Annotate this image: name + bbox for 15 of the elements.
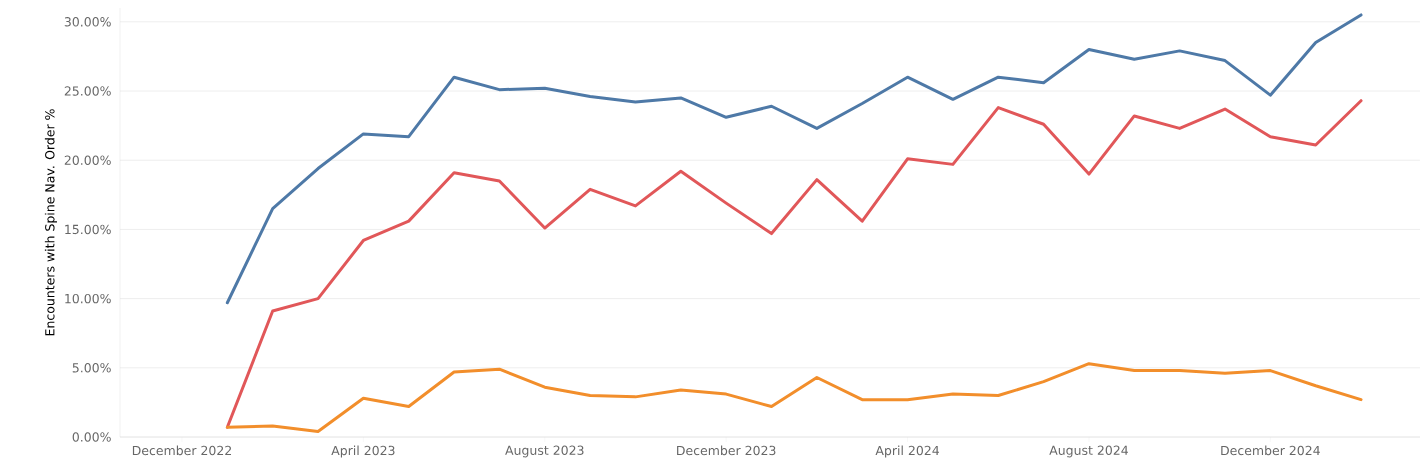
x-tick-label: December 2023 [677, 445, 776, 456]
y-tick-label: 20.00% [64, 155, 111, 165]
x-tick-label: December 2022 [132, 445, 231, 456]
y-tick-label: 25.00% [64, 86, 111, 96]
y-tick-label: 30.00% [64, 17, 111, 27]
y-tick-label: 0.00% [72, 432, 111, 442]
y-tick-label: 5.00% [72, 363, 111, 373]
x-tick-label: April 2024 [875, 445, 940, 458]
y-axis-title: Encounters with Spine Nav. Order % [44, 109, 57, 336]
x-tick-label: December 2024 [1221, 445, 1320, 456]
y-tick-label: 15.00% [65, 224, 111, 235]
y-tick-label: 10.00% [65, 293, 111, 304]
x-tick-label: August 2023 [505, 445, 584, 458]
x-tick-label: August 2024 [1049, 445, 1128, 458]
x-tick-label: April 2023 [331, 445, 395, 458]
